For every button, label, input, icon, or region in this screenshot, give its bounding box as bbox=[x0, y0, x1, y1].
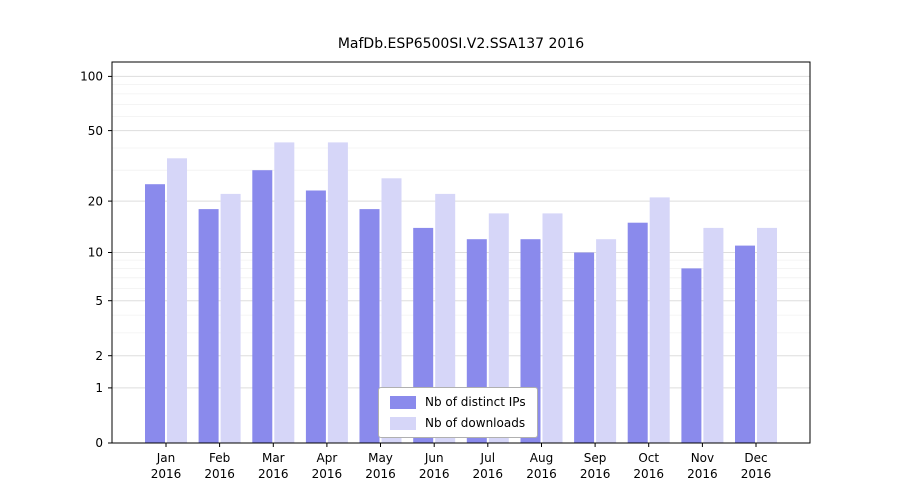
bar-distinct-ips-feb bbox=[198, 209, 219, 443]
x-tick-label-year: 2016 bbox=[419, 467, 450, 481]
legend-label-downloads: Nb of downloads bbox=[425, 416, 526, 430]
bar-downloads-jul bbox=[488, 213, 509, 443]
bar-downloads-may bbox=[381, 178, 402, 444]
legend-item-distinct-ips: Nb of distinct IPs bbox=[390, 395, 526, 409]
bar-downloads-jan bbox=[167, 158, 187, 444]
bar-downloads-mar bbox=[274, 142, 295, 443]
y-tick-label: 2 bbox=[95, 349, 103, 363]
x-tick-label-year: 2016 bbox=[687, 467, 718, 481]
x-tick-label-month: Apr bbox=[317, 451, 338, 465]
x-tick-label-year: 2016 bbox=[526, 467, 557, 481]
x-tick-label-month: Oct bbox=[638, 451, 659, 465]
bar-distinct-ips-nov bbox=[681, 268, 702, 443]
bar-downloads-apr bbox=[327, 142, 348, 443]
x-tick-label-month: Feb bbox=[209, 451, 230, 465]
x-tick-label-month: Nov bbox=[691, 451, 714, 465]
x-tick-label-year: 2016 bbox=[473, 467, 504, 481]
legend-label-distinct-ips: Nb of distinct IPs bbox=[425, 395, 526, 409]
bar-downloads-aug bbox=[542, 213, 563, 443]
x-tick-label-month: Sep bbox=[584, 451, 607, 465]
bar-downloads-feb bbox=[220, 193, 241, 443]
bar-downloads-nov bbox=[703, 227, 724, 443]
bar-downloads-dec bbox=[757, 227, 777, 443]
x-tick-label-month: Aug bbox=[530, 451, 553, 465]
bar-distinct-ips-mar bbox=[252, 170, 273, 443]
x-tick-label-year: 2016 bbox=[204, 467, 235, 481]
legend-swatch-downloads bbox=[390, 416, 416, 430]
legend-swatch-distinct-ips bbox=[390, 395, 416, 409]
y-tick-label: 50 bbox=[88, 124, 103, 138]
bar-downloads-sep bbox=[596, 239, 617, 443]
bar-downloads-oct bbox=[649, 197, 670, 443]
x-tick-label-month: Dec bbox=[744, 451, 767, 465]
y-tick-label: 100 bbox=[80, 70, 103, 84]
bar-downloads-jun bbox=[435, 193, 456, 443]
y-tick-label: 10 bbox=[88, 246, 103, 260]
x-tick-label-year: 2016 bbox=[312, 467, 343, 481]
x-tick-label-year: 2016 bbox=[633, 467, 664, 481]
bar-distinct-ips-jan bbox=[145, 184, 165, 443]
y-tick-label: 5 bbox=[95, 294, 103, 308]
x-tick-label-month: Jan bbox=[156, 451, 176, 465]
legend-item-downloads: Nb of downloads bbox=[390, 416, 526, 430]
x-tick-label-year: 2016 bbox=[741, 467, 772, 481]
x-tick-label-year: 2016 bbox=[580, 467, 611, 481]
bar-distinct-ips-apr bbox=[305, 190, 326, 443]
legend: Nb of distinct IPs Nb of downloads bbox=[378, 387, 538, 438]
x-tick-label-year: 2016 bbox=[151, 467, 182, 481]
x-tick-label-year: 2016 bbox=[365, 467, 396, 481]
x-tick-label-month: May bbox=[368, 451, 393, 465]
x-tick-label-year: 2016 bbox=[258, 467, 289, 481]
x-tick-label-month: Jun bbox=[424, 451, 444, 465]
x-tick-label-month: Mar bbox=[262, 451, 285, 465]
bar-distinct-ips-oct bbox=[627, 222, 648, 443]
y-tick-label: 1 bbox=[95, 381, 103, 395]
bar-distinct-ips-may bbox=[359, 209, 380, 443]
bar-distinct-ips-dec bbox=[735, 245, 755, 443]
y-tick-label: 20 bbox=[88, 194, 103, 208]
y-tick-label: 0 bbox=[95, 436, 103, 450]
x-tick-label-month: Jul bbox=[480, 451, 495, 465]
bar-distinct-ips-sep bbox=[574, 252, 595, 443]
chart-title: MafDb.ESP6500SI.V2.SSA137 2016 bbox=[337, 36, 585, 52]
